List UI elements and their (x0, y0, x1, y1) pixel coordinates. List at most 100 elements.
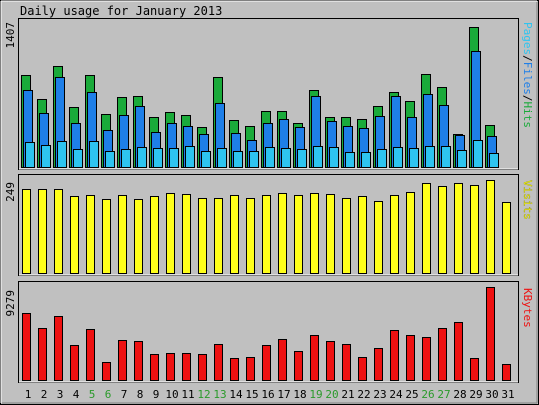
pages-bar (121, 149, 131, 168)
kbytes-bar (502, 364, 511, 381)
kbytes-bar (134, 341, 143, 381)
day-label: 6 (105, 388, 112, 401)
pages-bar (265, 147, 275, 168)
day-label: 15 (245, 388, 258, 401)
day-label: 7 (121, 388, 128, 401)
kbytes-bar (438, 328, 447, 381)
pages-bar (217, 148, 227, 168)
day-label: 9 (153, 388, 160, 401)
bottom-panel-bars (22, 287, 511, 381)
pages-bar (233, 151, 243, 168)
top-panel-bars (21, 27, 499, 168)
hits-files-pages-legend: Pages/Files/Hits (521, 22, 534, 128)
visits-bar (118, 195, 127, 274)
kbytes-bar (22, 313, 31, 381)
day-label: 18 (293, 388, 306, 401)
pages-bar (105, 151, 115, 168)
pages-bar (89, 141, 99, 168)
visits-bar (486, 180, 495, 274)
pages-bar (297, 149, 307, 168)
kbytes-panel: 9279 KBytes (4, 281, 534, 383)
pages-bar (57, 141, 67, 168)
bottom-panel-ymax-label: 9279 (4, 290, 17, 317)
kbytes-bar (262, 345, 271, 381)
legend-files: Files (521, 62, 534, 95)
pages-bar (25, 142, 35, 168)
day-label: 1 (25, 388, 32, 401)
kbytes-bar (182, 353, 191, 381)
visits-bar (230, 195, 239, 274)
pages-bar (425, 146, 435, 168)
legend-separator-2: / (521, 95, 534, 102)
kbytes-bar (358, 357, 367, 381)
kbytes-bar (294, 351, 303, 381)
pages-bar (377, 149, 387, 168)
day-label: 5 (89, 388, 96, 401)
kbytes-bar (102, 362, 111, 381)
kbytes-bar (118, 340, 127, 381)
day-labels: 1 2 3 4 5 6 7 8 9 10 11 12 13 14 15 16 17 18 19 20 21 22 23 24 2… (25, 388, 515, 401)
visits-bar (470, 185, 479, 274)
hits-files-pages-panel: 1407 Pages/Files/Hits (4, 18, 534, 170)
visits-bar (102, 199, 111, 274)
kbytes-bar (70, 345, 79, 381)
visits-bar (182, 194, 191, 274)
pages-bar (345, 152, 355, 168)
kbytes-bar (86, 329, 95, 381)
kbytes-bar (406, 335, 415, 381)
day-label: 19 (309, 388, 322, 401)
kbytes-bar (166, 353, 175, 381)
kbytes-bar (390, 330, 399, 381)
day-label: 4 (73, 388, 80, 401)
kbytes-bar (310, 335, 319, 381)
visits-bar (374, 201, 383, 274)
kbytes-bar (454, 322, 463, 381)
visits-bar (150, 196, 159, 274)
kbytes-bar (38, 328, 47, 381)
pages-bar (489, 153, 499, 168)
day-label: 20 (325, 388, 338, 401)
visits-bar (54, 189, 63, 274)
pages-bar (137, 147, 147, 168)
visits-bar (262, 195, 271, 274)
visits-bar (422, 183, 431, 274)
visits-bar (454, 183, 463, 274)
pages-bar (329, 147, 339, 168)
top-panel-ymax-label: 1407 (4, 22, 17, 49)
pages-bar (393, 147, 403, 168)
mid-panel-ymax-label: 249 (4, 182, 17, 202)
visits-bar (358, 196, 367, 274)
day-label: 22 (357, 388, 370, 401)
pages-bar (73, 149, 83, 168)
visits-bar (214, 198, 223, 274)
visits-bar (246, 198, 255, 274)
pages-bar (185, 146, 195, 168)
day-label: 29 (469, 388, 482, 401)
pages-bar (313, 146, 323, 168)
day-label: 26 (421, 388, 434, 401)
day-label: 27 (437, 388, 450, 401)
pages-bar (169, 148, 179, 168)
pages-bar (249, 151, 259, 168)
day-label: 30 (485, 388, 498, 401)
visits-bar (22, 189, 31, 274)
kbytes-bar (326, 341, 335, 381)
visits-bar (134, 199, 143, 274)
legend-hits: Hits (521, 102, 534, 129)
visits-bar (278, 193, 287, 274)
visits-panel: 249 Visits (4, 174, 534, 276)
visits-bar (70, 196, 79, 274)
pages-bar (473, 140, 483, 168)
legend-pages: Pages (521, 22, 534, 55)
visits-bar (326, 194, 335, 274)
kbytes-bar (214, 344, 223, 381)
kbytes-bar (54, 316, 63, 381)
legend-visits: Visits (521, 180, 534, 220)
visits-bar (198, 198, 207, 274)
pages-bar (457, 150, 467, 168)
visits-bar (86, 195, 95, 274)
day-label: 10 (165, 388, 178, 401)
day-label: 12 (197, 388, 210, 401)
kbytes-bar (198, 354, 207, 381)
